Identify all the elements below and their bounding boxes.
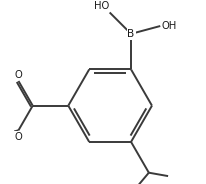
- Text: HO: HO: [94, 1, 109, 11]
- Text: OH: OH: [161, 21, 176, 31]
- Text: O: O: [14, 70, 22, 80]
- Text: B: B: [128, 29, 135, 39]
- Text: O: O: [14, 132, 22, 142]
